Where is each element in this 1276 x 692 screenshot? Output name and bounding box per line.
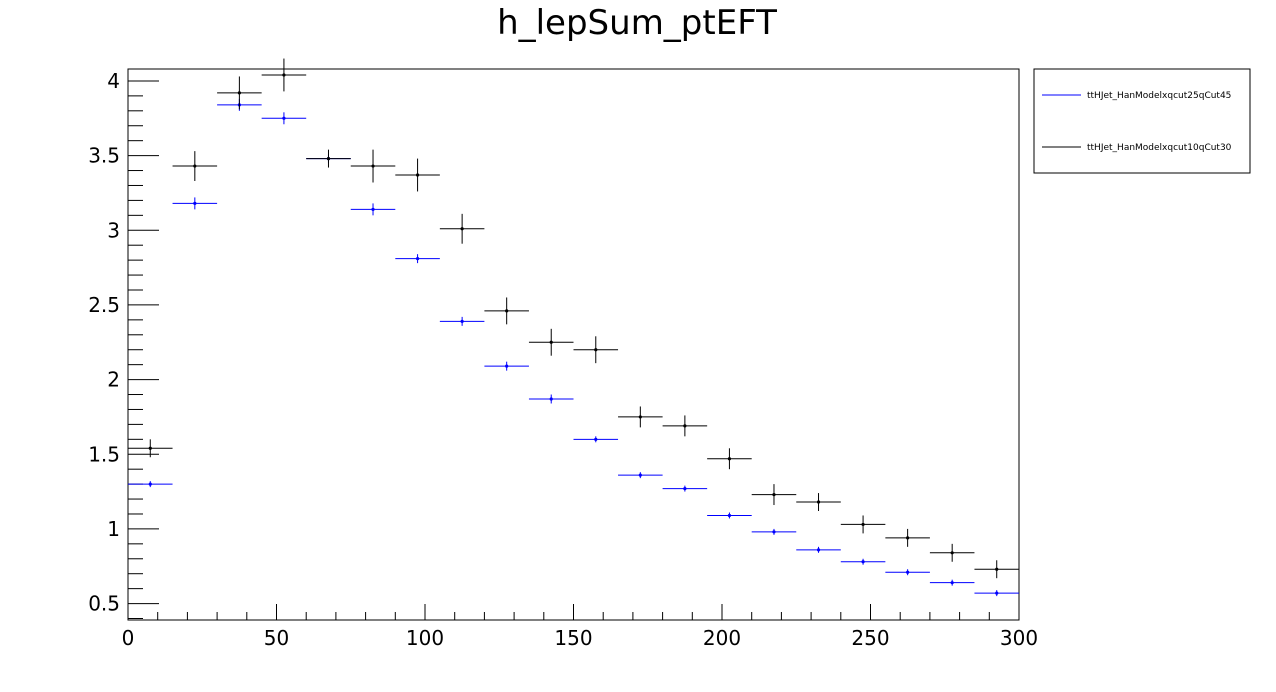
data-point bbox=[727, 513, 732, 518]
series-1 bbox=[128, 98, 1019, 597]
y-tick-label: 4 bbox=[107, 69, 120, 93]
data-point bbox=[995, 567, 999, 571]
data-point bbox=[505, 364, 509, 368]
data-point bbox=[638, 473, 642, 477]
data-point bbox=[683, 486, 687, 491]
data-point bbox=[415, 257, 420, 261]
x-tick-label: 200 bbox=[703, 626, 741, 650]
data-point bbox=[772, 492, 776, 497]
data-point bbox=[861, 522, 865, 527]
data-point bbox=[193, 164, 197, 168]
chart-title: h_lepSum_ptEFT bbox=[497, 3, 777, 43]
data-point bbox=[727, 457, 732, 461]
data-point bbox=[505, 309, 509, 313]
x-tick-label: 0 bbox=[122, 626, 135, 650]
data-point bbox=[460, 227, 464, 231]
data-point bbox=[861, 560, 865, 564]
data-point bbox=[326, 156, 331, 161]
data-point bbox=[950, 551, 954, 555]
legend-label-series-2: ttHJet_HanModelxqcut10qCut30 bbox=[1087, 143, 1232, 153]
data-point bbox=[950, 581, 954, 585]
data-point bbox=[638, 415, 642, 419]
data-point bbox=[594, 348, 598, 352]
data-marks bbox=[128, 58, 1019, 597]
data-point bbox=[415, 173, 420, 177]
data-point bbox=[371, 164, 375, 168]
data-point bbox=[683, 424, 687, 428]
y-tick-label: 1 bbox=[107, 517, 120, 541]
data-point bbox=[906, 570, 910, 574]
x-tick-label: 50 bbox=[264, 626, 289, 650]
y-tick-label: 3.5 bbox=[88, 144, 120, 168]
y-tick-label: 3 bbox=[107, 218, 120, 242]
data-point bbox=[906, 536, 910, 540]
data-point bbox=[594, 437, 598, 441]
x-tick-label: 250 bbox=[851, 626, 889, 650]
y-tick-label: 1.5 bbox=[88, 442, 120, 466]
data-point bbox=[193, 201, 197, 205]
x-tick-label: 100 bbox=[406, 626, 444, 650]
data-point bbox=[282, 116, 286, 120]
data-point bbox=[460, 319, 464, 323]
y-tick-label: 2.5 bbox=[88, 293, 120, 317]
data-point bbox=[371, 207, 375, 211]
series-2 bbox=[128, 58, 1019, 579]
data-point bbox=[282, 73, 286, 77]
y-tick-label: 0.5 bbox=[88, 592, 120, 616]
legend-label-series-1: ttHJet_HanModelxqcut25qCut45 bbox=[1087, 91, 1231, 101]
data-point bbox=[549, 397, 553, 401]
y-tick-label: 2 bbox=[107, 368, 120, 392]
x-tick-label: 150 bbox=[554, 626, 592, 650]
data-point bbox=[148, 446, 152, 450]
data-point bbox=[148, 482, 152, 486]
data-point bbox=[549, 340, 553, 344]
data-point bbox=[816, 500, 821, 504]
legend: ttHJet_HanModelxqcut25qCut45 ttHJet_HanM… bbox=[1033, 68, 1251, 174]
data-point bbox=[995, 591, 999, 595]
data-point bbox=[772, 530, 776, 534]
legend-box bbox=[1033, 68, 1251, 174]
data-point bbox=[816, 548, 821, 552]
data-point bbox=[237, 91, 241, 95]
x-tick-label: 300 bbox=[1000, 626, 1038, 650]
axes: 0 50 100 150 200 250 300 0.5 1 1.5 2 2.5 3 3.5 4 bbox=[88, 69, 1038, 650]
plot-frame bbox=[127, 68, 1020, 621]
